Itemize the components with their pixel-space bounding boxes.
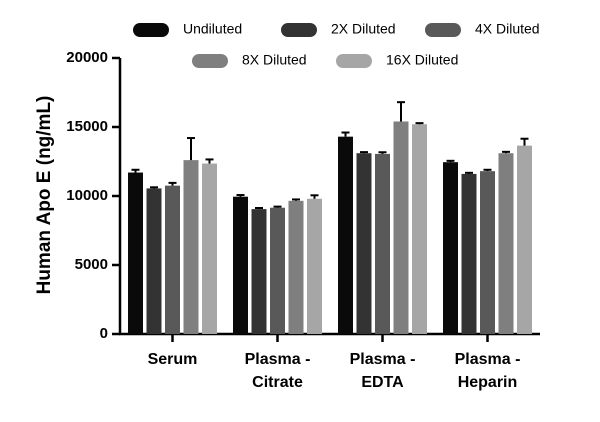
x-tick-label: Heparin: [458, 374, 518, 391]
legend-swatch: [133, 23, 169, 37]
legend-label: Undiluted: [183, 21, 242, 37]
y-tick-label: 20000: [66, 49, 108, 66]
y-tick-label: 10000: [66, 187, 108, 204]
bar: [356, 153, 372, 334]
legend-swatch: [425, 23, 461, 37]
x-tick-label: Plasma -: [455, 351, 521, 368]
y-axis-label: Human Apo E (ng/mL): [34, 96, 55, 295]
bar: [202, 163, 217, 334]
x-tick-label: Serum: [148, 351, 198, 368]
bar: [251, 209, 267, 334]
bars: [128, 121, 532, 335]
legend-item: 16X Diluted: [336, 52, 458, 68]
bar: [307, 198, 322, 334]
bar: [393, 121, 409, 334]
bar: [517, 145, 532, 334]
legend-item: 4X Diluted: [425, 21, 540, 37]
legend-swatch: [281, 23, 317, 37]
x-axis: Serum Plasma - Citrate Plasma - EDTA Plasma -…: [119, 332, 540, 391]
legend-label: 16X Diluted: [386, 52, 458, 68]
y-tick-label: 5000: [75, 256, 108, 273]
x-tick-label: Plasma -: [350, 351, 416, 368]
bar: [412, 124, 427, 335]
bar: [375, 153, 390, 334]
bar: [233, 196, 248, 334]
y-axis: 0 5000 10000 15000 20000: [66, 49, 122, 342]
x-tick-label: Plasma -: [245, 351, 311, 368]
legend-label: 8X Diluted: [242, 52, 307, 68]
legend-swatch: [192, 54, 228, 68]
bar: [146, 188, 162, 334]
bar: [498, 153, 514, 334]
bar: [480, 171, 495, 334]
x-tick-label: EDTA: [361, 374, 404, 391]
bar: [338, 136, 353, 334]
legend-swatch: [336, 54, 372, 68]
bar: [443, 162, 458, 334]
error-bars: [131, 101, 529, 210]
x-tick-label: Citrate: [252, 374, 303, 391]
legend-item: Undiluted: [133, 21, 242, 37]
legend-label: 4X Diluted: [475, 21, 540, 37]
legend-label: 2X Diluted: [331, 21, 396, 37]
bar: [165, 185, 180, 334]
y-tick-label: 15000: [66, 118, 108, 135]
bar: [183, 160, 199, 334]
legend-item: 2X Diluted: [281, 21, 396, 37]
bar: [461, 173, 477, 334]
bar: [270, 207, 285, 334]
bar: [288, 200, 304, 334]
legend-item: 8X Diluted: [192, 52, 307, 68]
y-tick-label: 0: [100, 325, 108, 342]
legend: Undiluted 2X Diluted 4X Diluted 8X Diluted 1…: [133, 21, 540, 68]
bar: [128, 172, 143, 334]
